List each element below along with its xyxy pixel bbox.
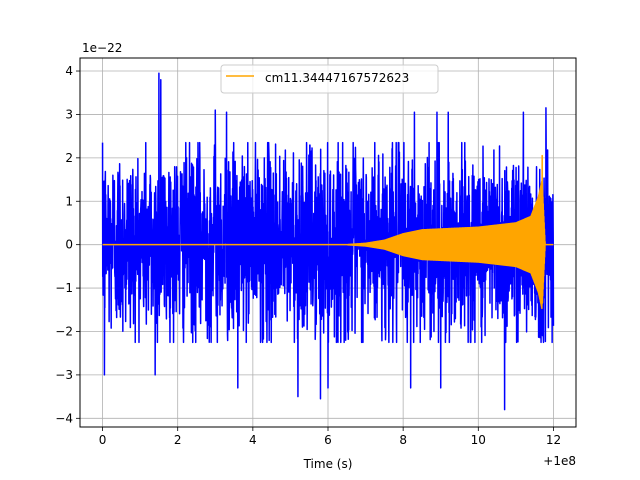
- y-tick-label: 0: [65, 238, 73, 252]
- legend-box: [220, 64, 439, 94]
- x-axis-label: Time (s): [303, 457, 353, 471]
- series-noise-line: [101, 72, 555, 411]
- y-tick-label: −1: [55, 281, 73, 295]
- x-tick-label: 8: [399, 433, 407, 447]
- y-offset-label: 1e−22: [82, 41, 122, 55]
- y-tick-label: −2: [55, 324, 73, 338]
- x-tick-label: 12: [546, 433, 561, 447]
- y-tick-label: −3: [55, 368, 73, 382]
- x-tick-label: 2: [174, 433, 182, 447]
- legend: cm11.34447167572623: [220, 64, 439, 94]
- legend-entry-cm11: cm11.34447167572623: [265, 71, 409, 85]
- y-tick-label: 4: [65, 64, 73, 78]
- x-tick-label: 4: [249, 433, 257, 447]
- y-tick-label: 2: [65, 151, 73, 165]
- x-tick-label: 10: [471, 433, 486, 447]
- x-tick-label: 0: [99, 433, 107, 447]
- series-chirp-line: [101, 154, 555, 310]
- x-tick-label: 6: [324, 433, 332, 447]
- x-offset-label: +1e8: [543, 454, 576, 468]
- y-tick-label: 1: [65, 194, 73, 208]
- y-tick-label: −4: [55, 411, 73, 425]
- series-layer: [101, 72, 555, 411]
- y-tick-label: 3: [65, 107, 73, 121]
